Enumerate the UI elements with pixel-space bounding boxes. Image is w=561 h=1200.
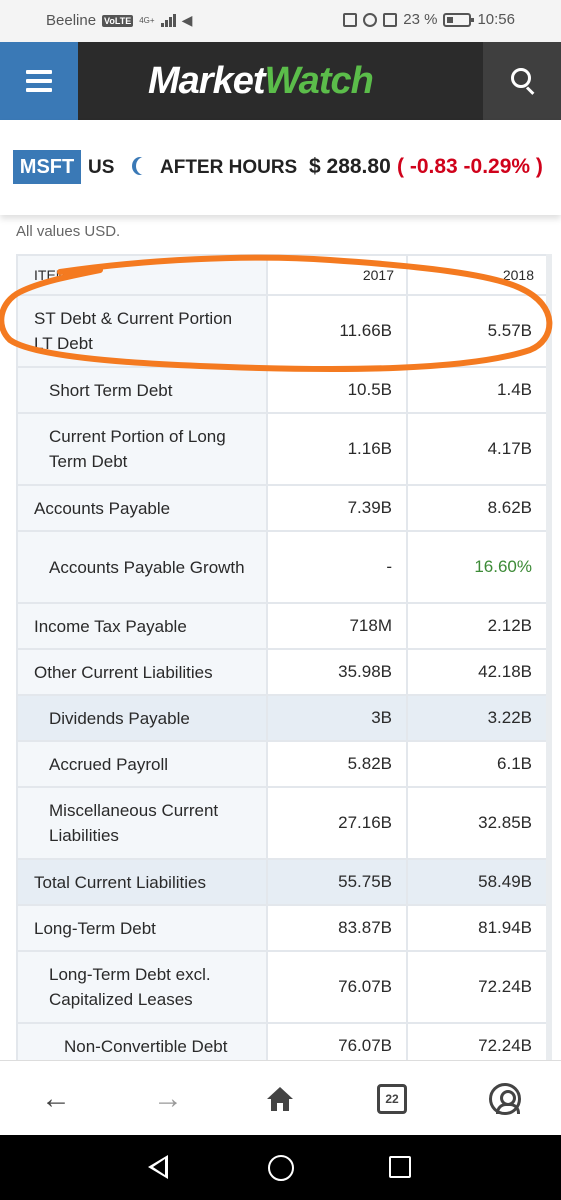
network-type: 4G+ <box>139 15 155 25</box>
ticker-symbol-badge[interactable]: MSFT <box>13 150 81 184</box>
row-value-2017: - <box>266 530 408 604</box>
site-header: MarketWatch <box>0 42 561 120</box>
row-value-2017: 1.16B <box>266 412 408 486</box>
row-value-2018: 6.1B <box>406 740 548 788</box>
row-label: Accounts Payable <box>16 484 268 532</box>
row-value-2017: 718M <box>266 602 408 650</box>
table-row: ST Debt & Current Portion LT Debt 11.66B 5… <box>16 294 548 368</box>
system-recents-icon[interactable] <box>389 1156 411 1178</box>
row-value-2018: 81.94B <box>406 904 548 952</box>
table-header-row: ITEM 2017 2018 <box>16 254 548 296</box>
status-bar: Beeline VoLTE 4G+ ◀ 23 % 10:56 <box>0 0 561 42</box>
row-value-2018: 4.17B <box>406 412 548 486</box>
row-value-2018: 2.12B <box>406 602 548 650</box>
column-header-item[interactable]: ITEM <box>16 254 268 296</box>
row-value-2018: 58.49B <box>406 858 548 906</box>
marketwatch-logo[interactable]: MarketWatch <box>148 60 374 102</box>
clock: 10:56 <box>477 11 515 28</box>
table-row: Accounts Payable 7.39B 8.62B <box>16 484 548 532</box>
row-label: Current Portion of Long Term Debt <box>16 412 268 486</box>
row-value-2017: 5.82B <box>266 740 408 788</box>
table-row: Miscellaneous Current Liabilities 27.16B 3… <box>16 786 548 860</box>
table-row: Long-Term Debt excl. Capitalized Leases 7… <box>16 950 548 1024</box>
battery-percent: 23 % <box>403 11 438 28</box>
session-label: AFTER HOURS <box>160 157 298 178</box>
battery-icon <box>443 12 475 27</box>
row-label: Accrued Payroll <box>16 740 268 788</box>
row-value-2018: 8.62B <box>406 484 548 532</box>
row-label: Other Current Liabilities <box>16 648 268 696</box>
row-label: Long-Term Debt <box>16 904 268 952</box>
status-right: 23 % 10:56 <box>343 11 515 28</box>
forward-arrow-icon[interactable]: → <box>153 1082 183 1115</box>
row-value-2017: 55.75B <box>266 858 408 906</box>
alarm-icon <box>363 12 378 27</box>
account-icon[interactable] <box>485 1081 525 1117</box>
row-value-2018: 32.85B <box>406 786 548 860</box>
ticker-change: ( -0.83 -0.29% ) <box>397 155 543 178</box>
hamburger-menu-icon[interactable] <box>0 42 78 120</box>
row-value-2018: 1.4B <box>406 366 548 414</box>
row-label: Income Tax Payable <box>16 602 268 650</box>
signal-icon <box>160 14 176 27</box>
table-row: Dividends Payable 3B 3.22B <box>16 694 548 742</box>
row-value-2017: 83.87B <box>266 904 408 952</box>
table-row: Short Term Debt 10.5B 1.4B <box>16 366 548 414</box>
row-value-2017: 76.07B <box>266 950 408 1024</box>
row-value-2017: 10.5B <box>266 366 408 414</box>
row-value-2018: 3.22B <box>406 694 548 742</box>
ticker-country: US <box>88 157 115 178</box>
tab-count: 22 <box>377 1084 407 1114</box>
row-value-2018: 72.24B <box>406 950 548 1024</box>
row-value-2017: 3B <box>266 694 408 742</box>
volte-badge: VoLTE <box>102 14 134 27</box>
table-row: Other Current Liabilities 35.98B 42.18B <box>16 648 548 696</box>
browser-toolbar: ← → 22 <box>0 1060 561 1135</box>
row-label: Short Term Debt <box>16 366 268 414</box>
table-row: Accounts Payable Growth -16.60% <box>16 530 548 604</box>
carrier-info: Beeline VoLTE 4G+ ◀ <box>46 12 192 29</box>
table-row: Total Current Liabilities 55.75B 58.49B <box>16 858 548 906</box>
row-label: Miscellaneous Current Liabilities <box>16 786 268 860</box>
home-icon[interactable] <box>260 1081 300 1117</box>
carrier-name: Beeline <box>46 12 97 29</box>
row-value-2018: 5.57B <box>406 294 548 368</box>
table-row: Current Portion of Long Term Debt 1.16B 4.… <box>16 412 548 486</box>
column-header-year[interactable]: 2017 <box>266 254 408 296</box>
table-row: Accrued Payroll 5.82B 6.1B <box>16 740 548 788</box>
row-value-2017: 11.66B <box>266 294 408 368</box>
row-value-2017: 7.39B <box>266 484 408 532</box>
send-icon: ◀ <box>181 12 193 28</box>
row-value-2018: 16.60% <box>406 530 548 604</box>
row-label: Long-Term Debt excl. Capitalized Leases <box>16 950 268 1024</box>
row-label: Dividends Payable <box>16 694 268 742</box>
vibrate-icon <box>383 12 398 27</box>
back-arrow-icon[interactable]: ← <box>41 1082 71 1115</box>
row-label: Accounts Payable Growth <box>16 530 268 604</box>
currency-note: All values USD. <box>16 223 121 240</box>
nfc-icon <box>343 12 358 27</box>
system-home-icon[interactable] <box>268 1155 294 1181</box>
column-header-year[interactable]: 2018 <box>406 254 548 296</box>
row-label: ST Debt & Current Portion LT Debt <box>16 294 268 368</box>
row-value-2017: 35.98B <box>266 648 408 696</box>
ticker-price: $ 288.80 <box>309 155 391 178</box>
table-row: Income Tax Payable 718M 2.12B <box>16 602 548 650</box>
system-navigation-bar <box>0 1135 561 1200</box>
table-scrollbar[interactable] <box>546 254 552 1060</box>
moon-icon <box>136 157 152 175</box>
row-label: Total Current Liabilities <box>16 858 268 906</box>
liabilities-table: ITEM 2017 2018 ST Debt & Current Portion… <box>16 254 548 1070</box>
ticker-bar: MSFT US AFTER HOURS $ 288.80 ( -0.83 -0.… <box>0 120 561 215</box>
tabs-icon[interactable]: 22 <box>372 1081 412 1117</box>
system-back-icon[interactable] <box>148 1155 168 1179</box>
row-value-2017: 27.16B <box>266 786 408 860</box>
table-row: Long-Term Debt 83.87B 81.94B <box>16 904 548 952</box>
row-value-2018: 42.18B <box>406 648 548 696</box>
search-icon[interactable] <box>483 42 561 120</box>
